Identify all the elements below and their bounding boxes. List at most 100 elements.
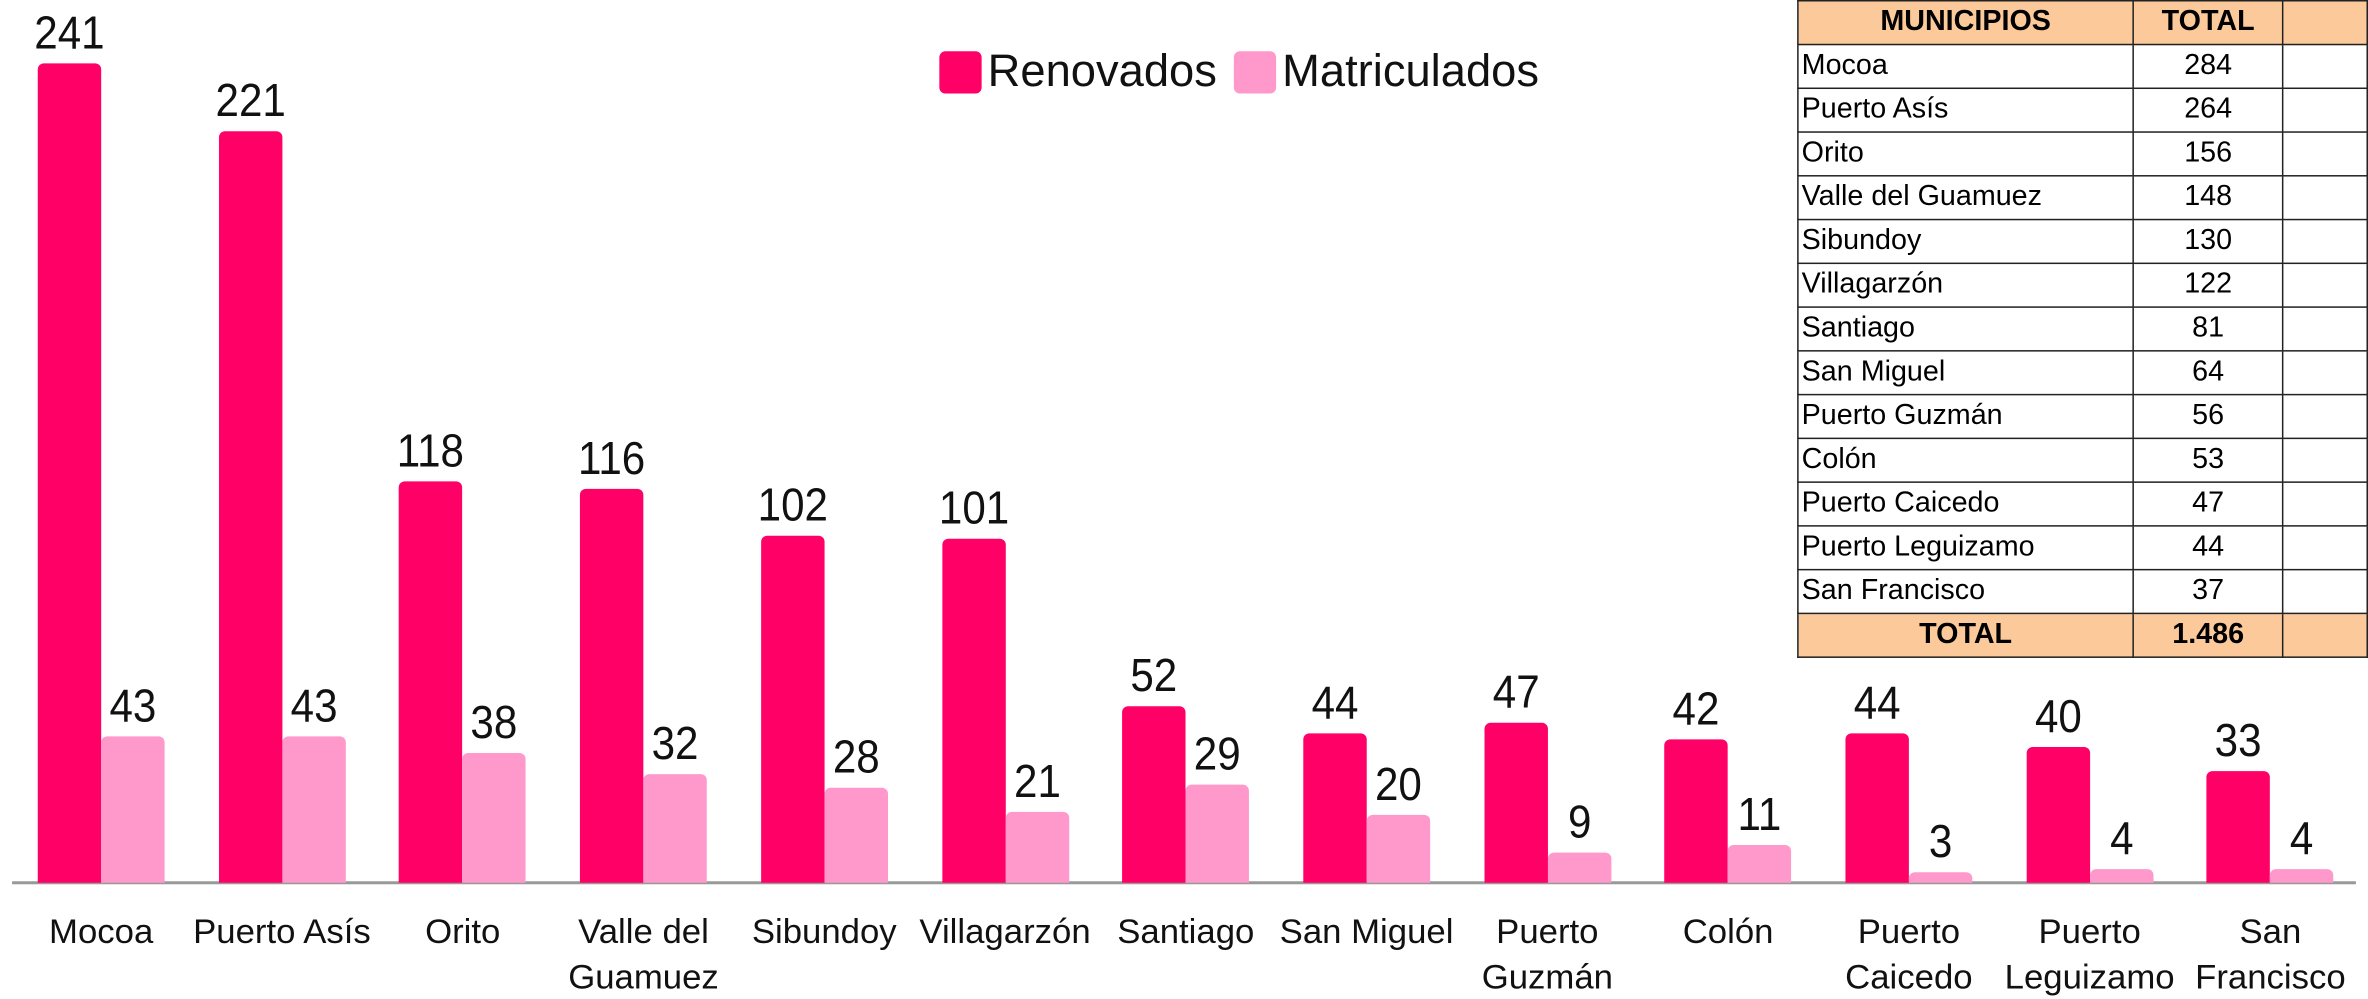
table-cell: Valle del Guamuez (1797, 175, 2135, 221)
bar (760, 535, 825, 883)
data-label: 52 (1130, 648, 1178, 702)
bar (2270, 869, 2334, 883)
data-label: 4 (2109, 811, 2134, 865)
table-cell (2282, 131, 2368, 177)
bar (1122, 705, 1186, 883)
table-cell (2282, 306, 2368, 352)
table-cell (2282, 612, 2368, 658)
bar (824, 787, 888, 883)
table-cell: San Francisco (1797, 568, 2135, 615)
table-cell (2282, 87, 2368, 133)
bar (101, 736, 165, 883)
table-cell: Puerto Leguizamo (1797, 525, 2135, 571)
table-cell (2282, 393, 2368, 440)
bar (2206, 770, 2271, 883)
data-label: 42 (1672, 682, 1720, 736)
table-cell: 156 (2132, 131, 2284, 177)
table-row: Santiago 81 (1797, 306, 2368, 352)
data-label: 33 (2215, 713, 2263, 767)
table-cell (2282, 525, 2368, 571)
table-cell (2282, 437, 2368, 483)
bar (2026, 746, 2090, 883)
legend-label: Renovados (987, 46, 1217, 97)
bar (1664, 739, 1729, 883)
legend-item: Renovados (939, 48, 1217, 96)
data-label: 118 (397, 424, 465, 478)
table-cell: TOTAL (2132, 0, 2284, 46)
data-label: 3 (1928, 815, 1953, 869)
data-label: 43 (109, 679, 157, 733)
table-cell: 47 (2132, 481, 2284, 527)
bar (462, 753, 527, 883)
table-cell (2282, 568, 2368, 615)
bar (580, 488, 644, 883)
table-cell (2282, 218, 2368, 265)
data-label: 4 (2290, 811, 2314, 865)
x-tick-label: Puerto Caicedo (1845, 911, 1973, 996)
data-label: 11 (1737, 788, 1782, 841)
data-label: 28 (832, 730, 880, 784)
bar (1728, 845, 1792, 883)
table-cell (2282, 481, 2368, 527)
table-row: TOTAL 1.486 (1797, 612, 2368, 658)
table-row: Puerto Asís 264 (1797, 87, 2368, 133)
table-cell: 1.486 (2132, 612, 2284, 658)
x-tick-label: Puerto Leguizamo (2004, 911, 2175, 996)
table-cell: Orito (1797, 131, 2135, 177)
table-cell (2282, 262, 2368, 308)
table-cell: 284 (2132, 43, 2284, 90)
table-cell (2282, 0, 2368, 46)
table-row: San Miguel 64 (1797, 350, 2368, 396)
table: MUNICIPIOS TOTAL Mocoa 284 Puerto Asís 264 Ori… (1797, 0, 2368, 658)
x-tick-label: San Francisco (2195, 911, 2346, 996)
table-cell: Puerto Guzmán (1797, 393, 2135, 440)
x-tick-label: Puerto Asís (193, 911, 371, 951)
table-cell: Villagarzón (1797, 262, 2135, 308)
table-row: Puerto Guzmán 56 (1797, 393, 2368, 440)
x-tick-label: Orito (425, 911, 501, 951)
x-tick-label: Valle del Guamuez (568, 911, 719, 996)
table-row: Sibundoy 130 (1797, 218, 2368, 265)
data-label: 38 (470, 696, 518, 750)
x-tick-label: Villagarzón (919, 911, 1091, 951)
bar (1366, 814, 1430, 883)
table-cell: 53 (2132, 437, 2284, 483)
bar (1185, 784, 1250, 883)
data-label: 9 (1567, 794, 1591, 848)
data-label: 20 (1374, 757, 1422, 811)
bar (2089, 869, 2154, 883)
table-row: Mocoa 284 (1797, 43, 2368, 90)
table-cell: Colón (1797, 437, 2135, 483)
legend-swatch (1233, 51, 1277, 94)
data-label: 29 (1194, 726, 1241, 780)
x-tick-label: Santiago (1117, 911, 1255, 951)
data-label: 47 (1492, 665, 1540, 719)
data-label: 102 (757, 478, 828, 532)
data-label: 116 (578, 431, 646, 484)
bar (1483, 722, 1548, 883)
bar (1845, 733, 1909, 883)
table-cell: 81 (2132, 306, 2284, 352)
table-row: Villagarzón 122 (1797, 262, 2368, 308)
data-label: 44 (1853, 675, 1901, 729)
data-label: 40 (2034, 689, 2082, 743)
bar (643, 773, 707, 883)
table-cell: 64 (2132, 350, 2284, 396)
bar (941, 539, 1006, 883)
table-cell: Mocoa (1797, 43, 2135, 90)
table-cell: TOTAL (1797, 612, 2135, 658)
table-row: Puerto Caicedo 47 (1797, 481, 2368, 527)
table-row: Puerto Leguizamo 44 (1797, 525, 2368, 571)
x-tick-label: Colón (1682, 911, 1774, 951)
table-row: Valle del Guamuez 148 (1797, 175, 2368, 221)
table-row: San Francisco 37 (1797, 568, 2368, 615)
bar (1005, 811, 1069, 883)
data-label: 32 (651, 716, 699, 770)
data-label: 221 (215, 74, 286, 127)
table-row: MUNICIPIOS TOTAL (1797, 0, 2368, 46)
table-cell (2282, 175, 2368, 221)
x-tick-label: San Miguel (1279, 911, 1454, 951)
bar (1908, 872, 1973, 883)
